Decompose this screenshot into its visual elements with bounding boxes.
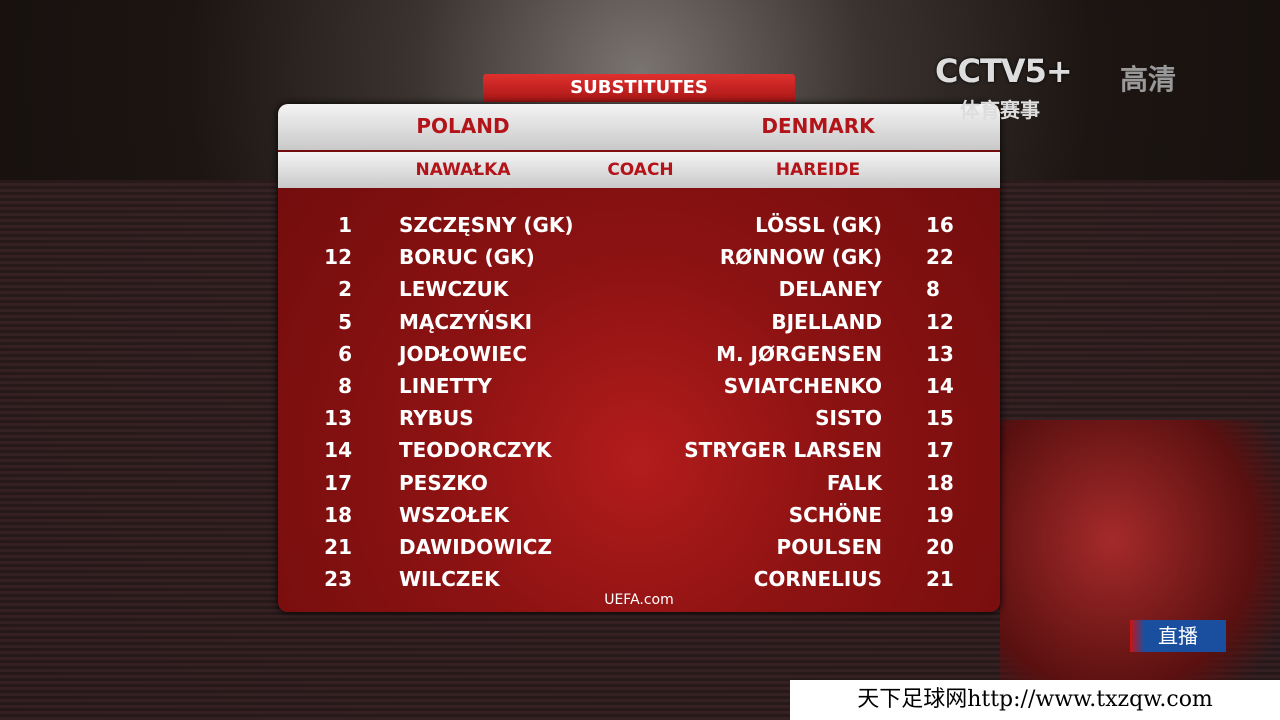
home-player: LEWCZUK: [399, 277, 509, 302]
home-number: 12: [324, 245, 352, 270]
away-number: 15: [926, 406, 954, 431]
home-player: DAWIDOWICZ: [399, 535, 552, 559]
away-number: 17: [926, 438, 954, 463]
home-player: BORUC (GK): [399, 245, 535, 270]
home-number: 5: [338, 309, 352, 334]
home-player: SZCZĘSNY (GK): [399, 213, 574, 237]
home-coach: NAWAŁKA: [415, 160, 511, 180]
channel-logo: CCTV5+: [935, 52, 1073, 90]
home-player: JODŁOWIEC: [399, 341, 528, 366]
away-number: 19: [926, 502, 954, 527]
home-number: 21: [324, 535, 352, 559]
home-number: 18: [324, 502, 352, 527]
title-tab: SUBSTITUTES: [483, 74, 795, 102]
watermark: 天下足球网http://www.txzqw.com: [790, 680, 1280, 720]
home-team: POLAND: [416, 114, 510, 138]
home-player: WSZOŁEK: [399, 502, 509, 527]
team-bar: POLAND DENMARK: [278, 104, 1000, 150]
away-coach: HAREIDE: [775, 160, 861, 180]
sponsor: UEFA.com: [604, 592, 674, 608]
away-player: CORNELIUS: [753, 567, 882, 592]
away-number: 13: [926, 341, 954, 366]
away-player: BJELLAND: [771, 309, 882, 334]
away-number: 14: [926, 374, 954, 398]
home-player: WILCZEK: [399, 567, 500, 592]
away-number: 8: [926, 277, 940, 302]
home-number: 6: [338, 341, 352, 366]
home-number: 8: [338, 374, 352, 398]
coach-bar: NAWAŁKA COACH HAREIDE: [278, 152, 1000, 188]
home-number: 1: [338, 213, 352, 237]
fan: [1000, 420, 1280, 720]
away-player: SISTO: [815, 406, 882, 431]
hd-badge: 高清: [1120, 63, 1177, 96]
away-player: LÖSSL (GK): [755, 213, 882, 237]
home-number: 14: [324, 438, 352, 463]
away-number: 20: [926, 535, 954, 559]
away-number: 18: [926, 470, 954, 495]
home-number: 13: [324, 406, 352, 431]
away-player: STRYGER LARSEN: [684, 438, 882, 463]
away-player: DELANEY: [778, 277, 882, 302]
away-number: 21: [926, 567, 954, 592]
home-player: TEODORCZYK: [399, 438, 552, 463]
home-player: PESZKO: [399, 470, 488, 495]
away-player: POULSEN: [776, 535, 882, 559]
lineup-panel: POLAND DENMARK NAWAŁKA COACH HAREIDE 1 SZ…: [278, 104, 1000, 612]
away-number: 12: [926, 309, 954, 334]
away-player: FALK: [826, 470, 882, 495]
away-player: M. JØRGENSEN: [716, 341, 882, 366]
home-number: 17: [324, 470, 352, 495]
channel-sub: 体育赛事: [960, 98, 1040, 122]
home-player: MĄCZYŃSKI: [399, 309, 533, 334]
away-player: SVIATCHENKO: [723, 374, 882, 398]
home-number: 2: [338, 277, 352, 302]
away-team: DENMARK: [761, 114, 875, 138]
away-number: 22: [926, 245, 954, 270]
away-player: SCHÖNE: [788, 502, 882, 527]
coach-label: COACH: [607, 160, 674, 180]
away-player: RØNNOW (GK): [719, 245, 882, 270]
home-number: 23: [324, 567, 352, 592]
live-badge: 直播: [1130, 620, 1226, 652]
home-player: LINETTY: [399, 374, 492, 398]
home-player: RYBUS: [399, 406, 474, 431]
away-number: 16: [926, 213, 954, 237]
